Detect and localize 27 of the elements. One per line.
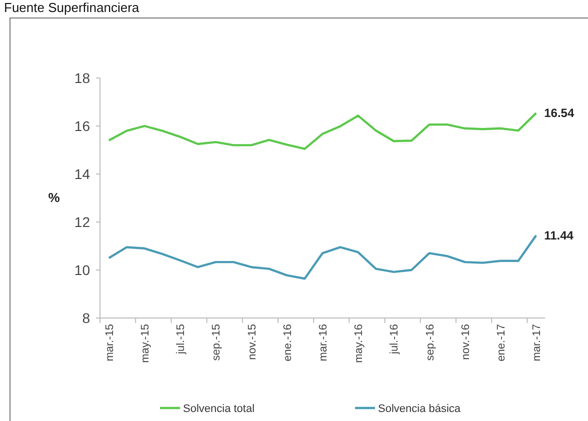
y-tick-label: 10 [74,262,90,278]
x-tick-label: may.-16 [353,324,366,363]
x-tick-label: ene.-17 [496,324,508,362]
x-tick-label: nov.-16 [460,324,472,360]
x-tick-label: mar.-16 [318,324,330,362]
legend-label: Solvencia total [183,403,255,415]
x-tick-label: nov.-15 [246,324,258,360]
y-tick-label: 14 [74,166,90,182]
data-label: 16.54 [544,106,574,120]
line-series [108,234,538,280]
data-label: 11.44 [544,228,574,242]
y-tick-label: 12 [74,214,90,230]
y-tick-label: 8 [82,310,90,326]
x-tick-label: mar.-17 [531,324,544,362]
x-tick-label: sep.-15 [210,324,223,361]
x-tick-label: jul.-15 [175,324,188,355]
x-tick-label: sep.-16 [424,324,436,361]
y-tick-label: 18 [74,70,90,86]
x-tick-label: may.-15 [140,324,152,363]
x-tick-label: ene.-16 [282,324,294,362]
y-tick-label: 16 [74,118,90,134]
legend-label: Solvencia básica [378,403,462,415]
y-axis-title: % [48,190,60,205]
line-series [108,112,538,150]
x-tick-label: mar.-15 [104,324,116,362]
x-tick-label: jul.-16 [388,324,401,355]
source-note: Fuente Superfinanciera [4,0,140,15]
